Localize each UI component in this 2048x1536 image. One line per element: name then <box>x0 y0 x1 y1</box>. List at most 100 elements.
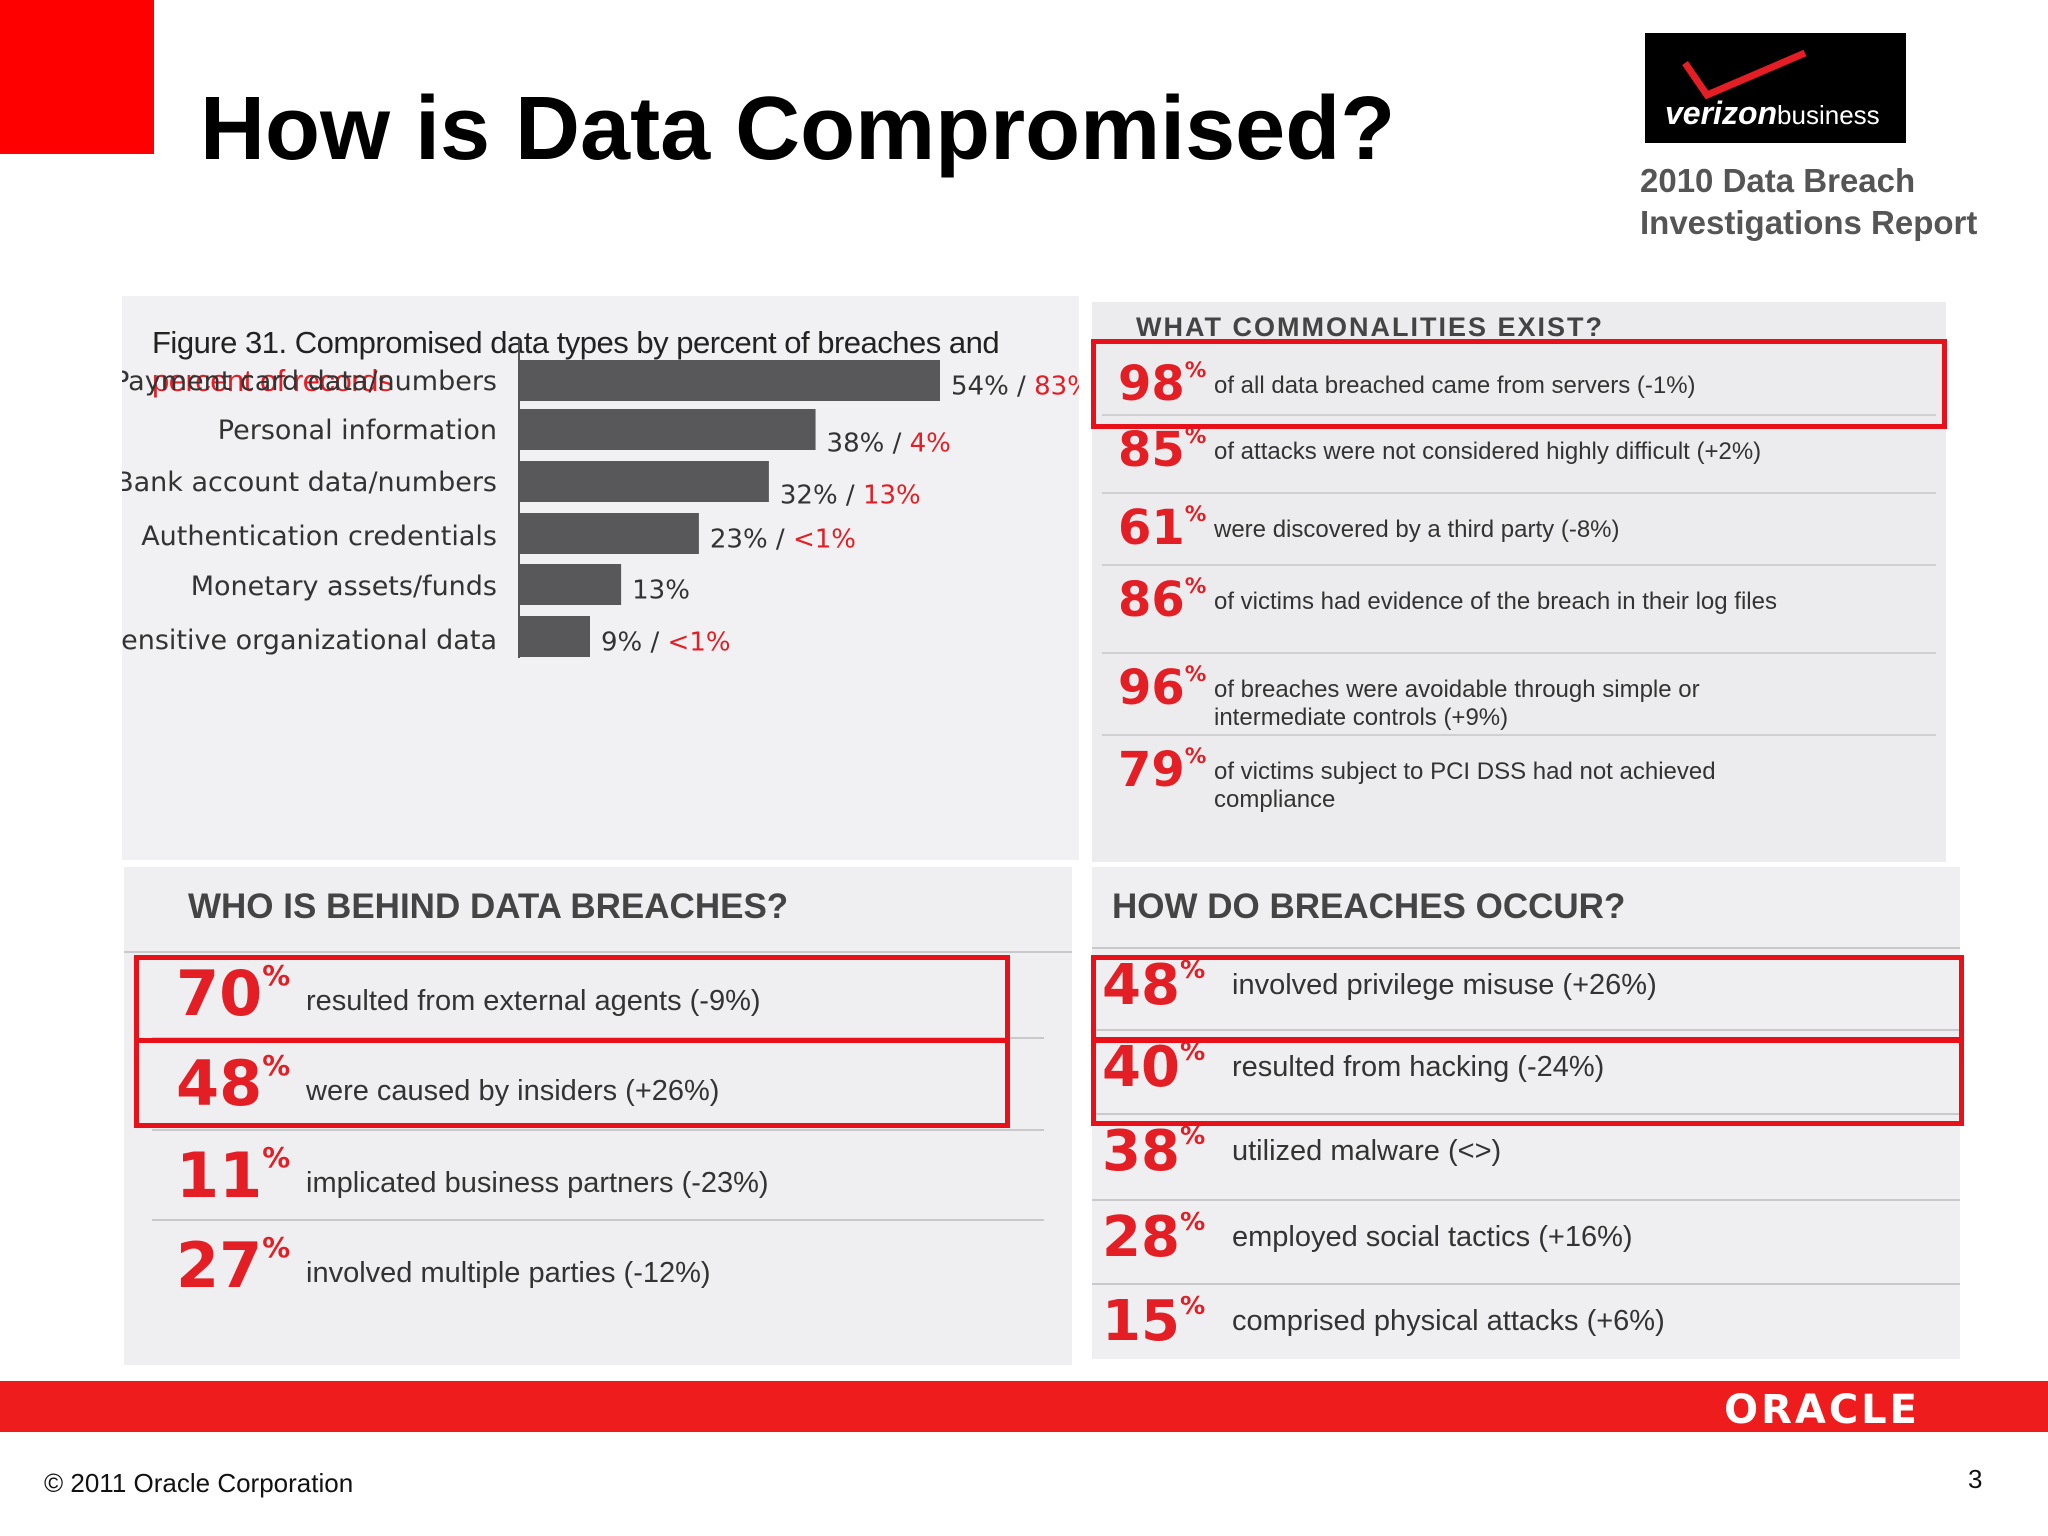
commonality-pct-value: 85 <box>1118 422 1185 478</box>
percent-sign: % <box>1184 574 1207 599</box>
percent-sign: % <box>1184 744 1207 769</box>
commonality-row: 61% were discovered by a third party (-8%… <box>1102 492 1936 556</box>
report-label-line1: 2010 Data Breach <box>1640 162 1916 199</box>
how-divider <box>1092 947 1960 949</box>
commonality-pct: 98% <box>1118 356 1206 412</box>
who-text: resulted from external agents (-9%) <box>306 985 761 1017</box>
commonality-text: of victims subject to PCI DSS had not ac… <box>1214 758 1716 814</box>
who-divider <box>152 1129 1044 1131</box>
how-divider <box>1092 1199 1960 1201</box>
how-text: comprised physical attacks (+6%) <box>1232 1305 1665 1337</box>
footer-bar: ORACLE <box>0 1381 2048 1433</box>
category-label: Monetary assets/funds <box>191 571 497 602</box>
commonality-text-line1: were discovered by a third party (-8%) <box>1214 516 1620 543</box>
how-pct: 38% <box>1102 1119 1205 1184</box>
commonality-pct: 96% <box>1118 660 1206 716</box>
verizon-check-icon <box>1682 49 1807 100</box>
percent-sign: % <box>262 959 291 992</box>
category-label: Authentication credentials <box>141 521 497 552</box>
label-separator: / <box>768 525 793 555</box>
highlight-box-insiders <box>134 1038 1010 1128</box>
figure-31-panel: Figure 31. Compromised data types by per… <box>122 296 1079 860</box>
commonality-text-line1: of breaches were avoidable through simpl… <box>1214 676 1700 703</box>
how-pct-value: 15 <box>1102 1289 1180 1354</box>
commonality-text-line1: of all data breached came from servers (… <box>1214 372 1696 399</box>
commonality-pct: 86% <box>1118 572 1206 628</box>
who-divider <box>124 951 1072 953</box>
label-separator: / <box>838 481 863 511</box>
logo-sub: business <box>1777 100 1880 130</box>
bar-value-label: 32% / 13% <box>780 481 921 511</box>
commonality-text-line1: of attacks were not considered highly di… <box>1214 438 1762 465</box>
who-pct: 48% <box>176 1047 290 1120</box>
breach-pct-label: 38% <box>827 429 885 459</box>
commonality-row: 79% of victims subject to PCI DSS had not… <box>1102 734 1936 826</box>
percent-sign: % <box>262 1231 291 1264</box>
breach-pct-label: 13% <box>632 576 690 606</box>
commonality-text-line1: of victims had evidence of the breach in… <box>1214 588 1777 615</box>
commonality-text: were discovered by a third party (-8%) <box>1214 516 1620 544</box>
how-text: utilized malware (<>) <box>1232 1135 1502 1167</box>
commonality-text-line2: intermediate controls (+9%) <box>1214 704 1509 731</box>
page-number: 3 <box>1968 1464 1983 1494</box>
who-pct: 70% <box>176 957 290 1030</box>
who-heading: WHO IS BEHIND DATA BREACHES? <box>188 887 789 926</box>
bar <box>520 461 769 502</box>
report-label-line2: Investigations Report <box>1640 204 1978 241</box>
bar-value-label: 23% / <1% <box>710 525 856 555</box>
commonalities-panel: WHAT COMMONALITIES EXIST? 98% of all data… <box>1092 302 1946 862</box>
record-pct-label: 83% <box>1034 372 1079 402</box>
who-text: involved multiple parties (-12%) <box>306 1257 711 1289</box>
commonality-pct-value: 86 <box>1118 572 1185 628</box>
bar-chart: Payment card data/numbers 54% / 83% Person… <box>122 340 1079 658</box>
how-pct-value: 38 <box>1102 1119 1180 1184</box>
category-label: Personal information <box>218 415 497 446</box>
how-panel: HOW DO BREACHES OCCUR? 48% involved privi… <box>1092 867 1960 1359</box>
commonality-row: 98% of all data breached came from server… <box>1102 350 1936 418</box>
bar <box>520 616 590 657</box>
bar <box>520 360 940 401</box>
category-label: Sensitive organizational data <box>122 625 497 656</box>
commonality-row: 86% of victims had evidence of the breach… <box>1102 564 1936 648</box>
commonality-text: of breaches were avoidable through simpl… <box>1214 676 1700 732</box>
bar-value-label: 9% / <1% <box>601 628 731 658</box>
how-pct-value: 48 <box>1102 953 1180 1018</box>
who-pct: 27% <box>176 1229 290 1302</box>
who-pct-value: 27 <box>176 1229 263 1302</box>
logo-wordmark: verizon <box>1665 95 1778 131</box>
how-pct-value: 28 <box>1102 1205 1180 1270</box>
who-pct-value: 70 <box>176 957 263 1030</box>
breach-pct-label: 9% <box>601 628 642 658</box>
how-pct: 40% <box>1102 1035 1205 1100</box>
how-pct-value: 40 <box>1102 1035 1180 1100</box>
how-heading: HOW DO BREACHES OCCUR? <box>1112 887 1626 926</box>
who-divider <box>152 1219 1044 1221</box>
percent-sign: % <box>1179 1207 1206 1236</box>
highlight-box-misuse <box>1091 955 1964 1042</box>
who-pct: 11% <box>176 1139 290 1212</box>
percent-sign: % <box>1184 424 1207 449</box>
commonality-row: 96% of breaches were avoidable through si… <box>1102 652 1936 736</box>
commonality-pct-value: 79 <box>1118 742 1185 798</box>
breach-pct-label: 23% <box>710 525 768 555</box>
highlight-box-hacking <box>1091 1038 1964 1126</box>
figure-title: Figure 31. Compromised data types by per… <box>152 324 1052 400</box>
how-text: employed social tactics (+16%) <box>1232 1221 1633 1253</box>
record-pct-label: <1% <box>668 628 731 658</box>
how-pct: 28% <box>1102 1205 1205 1270</box>
commonality-text: of all data breached came from servers (… <box>1214 372 1696 400</box>
bar <box>520 564 622 605</box>
how-text: resulted from hacking (-24%) <box>1232 1051 1605 1083</box>
who-pct-value: 48 <box>176 1047 263 1120</box>
highlight-box-servers <box>1091 339 1947 429</box>
slide-title: How is Data Compromised? <box>200 79 1396 179</box>
bar-value-label: 38% / 4% <box>827 429 951 459</box>
copyright: © 2011 Oracle Corporation <box>44 1468 354 1498</box>
figure-title-part2: percent of records <box>152 363 393 398</box>
commonality-text-line1: of victims subject to PCI DSS had not ac… <box>1214 758 1716 785</box>
label-separator: / <box>1009 372 1034 402</box>
percent-sign: % <box>1179 1291 1206 1320</box>
percent-sign: % <box>262 1049 291 1082</box>
commonality-row: 85% of attacks were not considered highly… <box>1102 414 1936 488</box>
